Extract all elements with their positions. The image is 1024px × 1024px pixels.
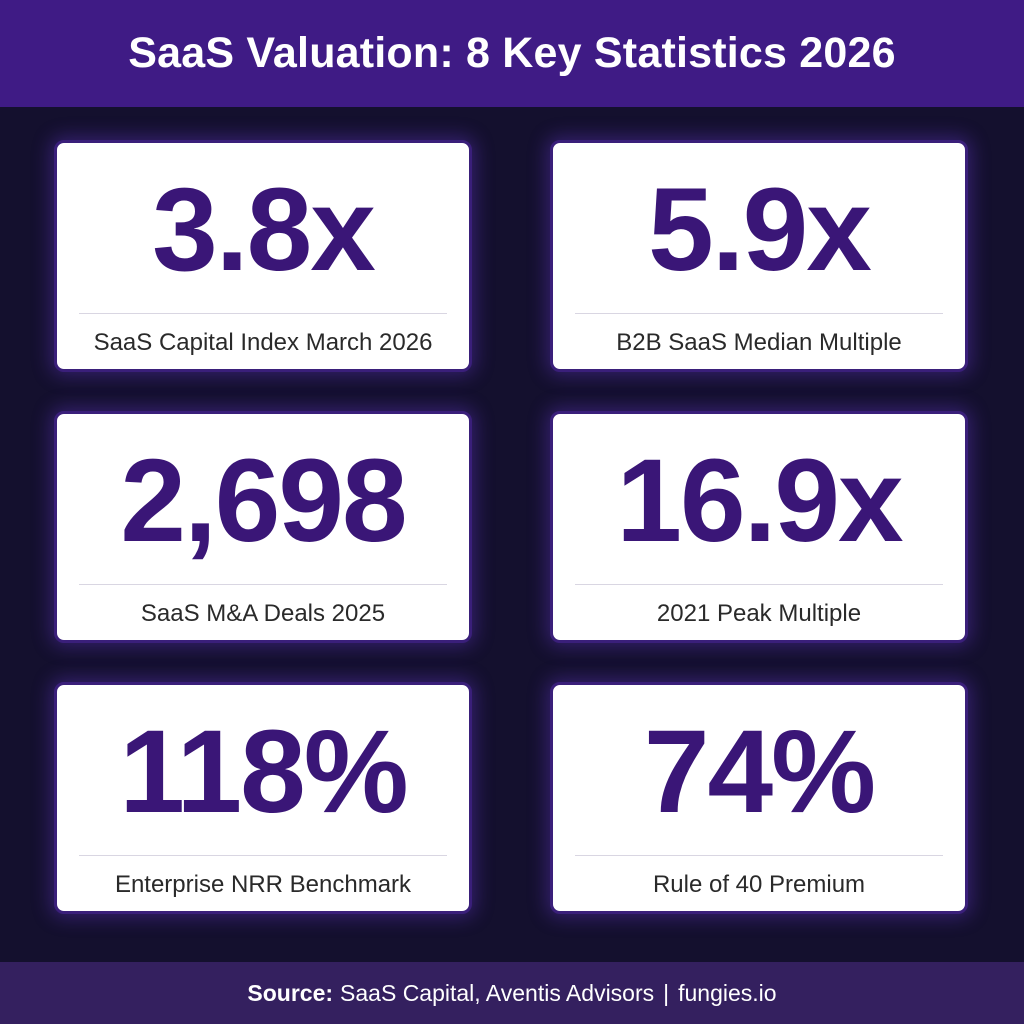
footer-separator: | <box>663 979 670 1006</box>
source-label: Source: <box>247 979 334 1006</box>
site-name: fungies.io <box>678 979 777 1006</box>
card-divider <box>79 313 447 314</box>
source-list: SaaS Capital, Aventis Advisors <box>340 979 655 1006</box>
stat-label: SaaS Capital Index March 2026 <box>93 329 433 356</box>
stat-value: 74% <box>643 706 876 838</box>
card-divider <box>575 313 943 314</box>
stat-card-enterprise-nrr: 118% Enterprise NRR Benchmark <box>54 682 472 914</box>
stat-card-ma-deals: 2,698 SaaS M&A Deals 2025 <box>54 411 472 643</box>
stat-value: 16.9x <box>616 435 903 567</box>
header-bar: SaaS Valuation: 8 Key Statistics 2026 <box>0 0 1024 107</box>
stat-label: Rule of 40 Premium <box>652 871 866 898</box>
stat-label: Enterprise NRR Benchmark <box>114 871 412 898</box>
source-footer: Source: SaaS Capital, Aventis Advisors |… <box>0 962 1024 1024</box>
stat-card-saas-capital-index: 3.8x SaaS Capital Index March 2026 <box>54 140 472 372</box>
stats-grid: 3.8x SaaS Capital Index March 2026 5.9x … <box>0 107 1024 962</box>
stat-card-peak-multiple: 16.9x 2021 Peak Multiple <box>550 411 968 643</box>
stat-value: 118% <box>119 706 408 838</box>
stat-card-rule-of-40: 74% Rule of 40 Premium <box>550 682 968 914</box>
stat-label: B2B SaaS Median Multiple <box>616 329 902 356</box>
stat-value: 2,698 <box>120 435 407 567</box>
page-title: SaaS Valuation: 8 Key Statistics 2026 <box>128 29 896 77</box>
card-divider <box>575 584 943 585</box>
stat-label: 2021 Peak Multiple <box>656 600 862 627</box>
stat-label: SaaS M&A Deals 2025 <box>140 600 386 627</box>
card-divider <box>79 855 447 856</box>
stat-value: 3.8x <box>152 164 376 296</box>
card-divider <box>575 855 943 856</box>
stat-card-b2b-median-multiple: 5.9x B2B SaaS Median Multiple <box>550 140 968 372</box>
stat-value: 5.9x <box>648 164 872 296</box>
card-divider <box>79 584 447 585</box>
